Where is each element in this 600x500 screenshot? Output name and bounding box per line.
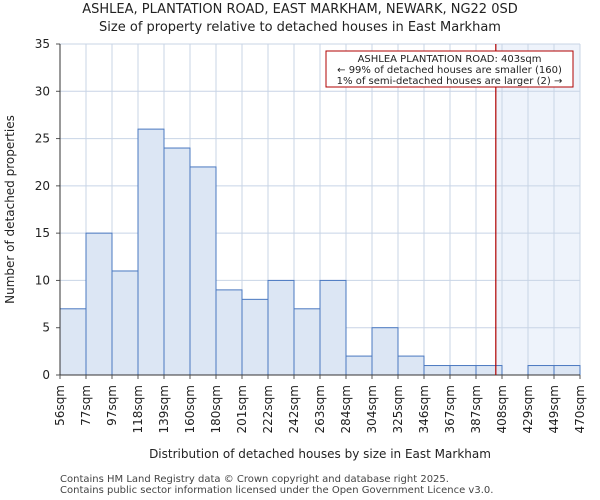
x-tick-label: 408sqm	[495, 385, 509, 433]
y-tick-label: 15	[35, 226, 50, 240]
bar	[215, 289, 243, 376]
bar	[423, 365, 451, 376]
bar	[319, 279, 347, 376]
x-tick-label: 429sqm	[521, 385, 535, 433]
highlight-region	[495, 44, 580, 375]
y-tick-label: 0	[42, 368, 50, 382]
footer-licence: Contains public sector information licen…	[60, 485, 494, 496]
bar	[371, 327, 399, 376]
annotation-text: ← 99% of detached houses are smaller (16…	[337, 65, 562, 76]
x-tick-label: 77sqm	[79, 385, 93, 426]
bar	[449, 365, 477, 376]
bar	[475, 365, 503, 376]
x-tick-label: 449sqm	[547, 385, 561, 433]
bar	[553, 365, 581, 376]
bar	[397, 355, 425, 376]
annotation-text: ASHLEA PLANTATION ROAD: 403sqm	[358, 54, 542, 65]
y-tick-label: 10	[35, 273, 50, 287]
y-tick-label: 20	[35, 179, 50, 193]
x-tick-label: 56sqm	[53, 385, 67, 426]
bar	[241, 298, 269, 376]
bar	[527, 365, 555, 376]
x-tick-label: 367sqm	[443, 385, 457, 433]
x-tick-label: 346sqm	[417, 385, 431, 433]
x-tick-label: 139sqm	[157, 385, 171, 433]
x-tick-label: 160sqm	[183, 385, 197, 433]
bar	[137, 128, 165, 376]
bar	[59, 308, 87, 376]
bar	[293, 308, 321, 376]
y-tick-label: 25	[35, 132, 50, 146]
x-tick-label: 387sqm	[469, 385, 483, 433]
bar	[267, 279, 295, 376]
bar	[163, 147, 191, 376]
bar	[189, 166, 217, 376]
y-tick-label: 30	[35, 84, 50, 98]
bar	[345, 355, 373, 376]
x-tick-label: 201sqm	[235, 385, 249, 433]
x-tick-label: 304sqm	[365, 385, 379, 433]
bar	[85, 232, 113, 376]
x-tick-label: 180sqm	[209, 385, 223, 433]
x-tick-label: 242sqm	[287, 385, 301, 433]
y-tick-label: 35	[35, 37, 50, 51]
x-axis-title: Distribution of detached houses by size …	[149, 447, 491, 461]
x-tick-label: 470sqm	[573, 385, 587, 433]
bar	[111, 270, 139, 376]
x-tick-label: 97sqm	[105, 385, 119, 426]
annotation-box	[325, 50, 574, 88]
x-tick-label: 284sqm	[339, 385, 353, 433]
x-tick-label: 263sqm	[313, 385, 327, 433]
x-tick-label: 118sqm	[131, 385, 145, 433]
y-axis-title: Number of detached properties	[3, 115, 17, 304]
footer-copyright: Contains HM Land Registry data © Crown c…	[60, 474, 449, 485]
chart-title: ASHLEA, PLANTATION ROAD, EAST MARKHAM, N…	[82, 2, 518, 17]
annotation-text: 1% of semi-detached houses are larger (2…	[337, 76, 563, 87]
chart-subtitle: Size of property relative to detached ho…	[99, 20, 501, 35]
x-tick-label: 222sqm	[261, 385, 275, 433]
y-tick-label: 5	[42, 321, 50, 335]
x-tick-label: 325sqm	[391, 385, 405, 433]
